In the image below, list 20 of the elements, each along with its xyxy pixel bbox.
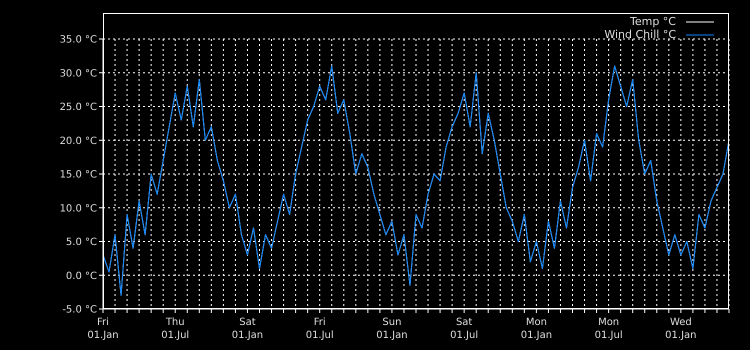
legend-label: Temp °C bbox=[630, 15, 676, 28]
y-tick-label: 15.0 °C bbox=[60, 170, 98, 181]
x-tick-label: Mon 01.Jan bbox=[520, 317, 552, 341]
x-tick-label: Fri 01.Jan bbox=[87, 317, 119, 341]
y-tick-label: 20.0 °C bbox=[60, 136, 98, 147]
x-tick-label: Sat 01.Jul bbox=[450, 317, 478, 341]
y-tick-label: 0.0 °C bbox=[66, 270, 98, 282]
x-tick-label: Fri 01.Jul bbox=[306, 317, 334, 341]
x-tick-label: Sun 01.Jan bbox=[376, 317, 408, 341]
y-tick-label: 25.0 °C bbox=[60, 102, 98, 114]
y-tick-label: -5.0 °C bbox=[62, 304, 98, 316]
legend-label: Wind Chill °C bbox=[604, 28, 676, 41]
y-tick-label: 35.0 °C bbox=[60, 34, 98, 46]
x-tick-label: Wed 01.Jan bbox=[665, 317, 697, 341]
y-tick-label: 30.0 °C bbox=[60, 68, 98, 80]
x-tick-label: Thu 01.Jul bbox=[161, 317, 190, 341]
x-tick-label: Sat 01.Jan bbox=[232, 317, 264, 341]
x-tick-label: Mon 01.Jul bbox=[594, 317, 623, 341]
y-tick-label: 10.0 °C bbox=[60, 203, 98, 214]
y-tick-label: 5.0 °C bbox=[66, 237, 98, 248]
